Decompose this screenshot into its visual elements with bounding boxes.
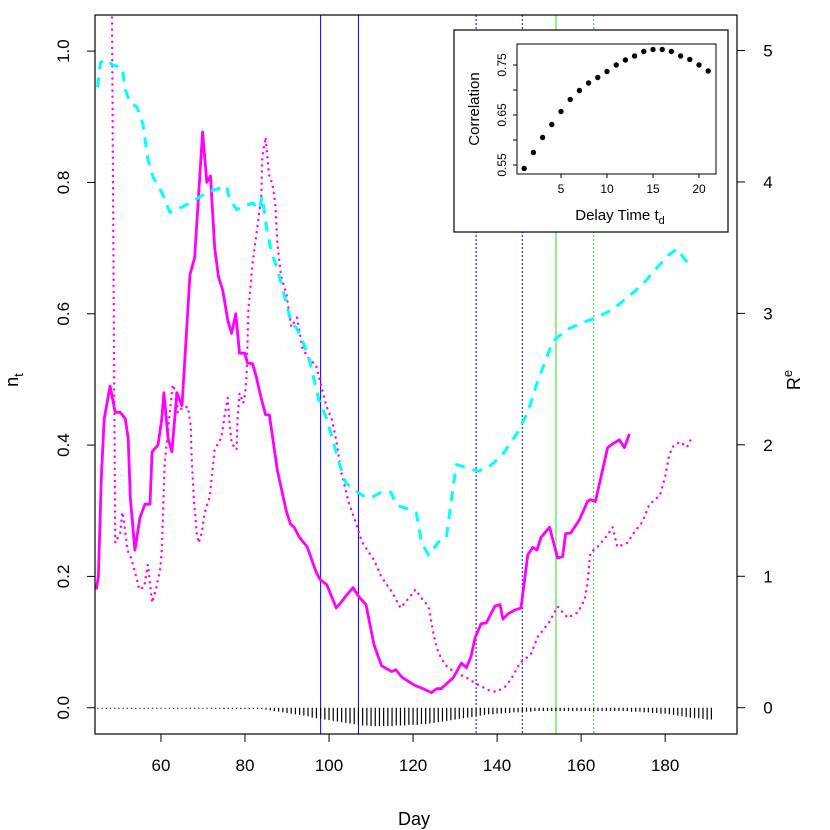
x-axis-title: Day: [398, 809, 430, 829]
inset-point: [558, 108, 564, 115]
inset-point: [595, 74, 601, 81]
plot-frame: [94, 14, 738, 735]
inset-point: [604, 68, 610, 75]
y-left-tick-label: 0.8: [54, 171, 73, 195]
inset-plot-frame: [516, 43, 717, 175]
y-left-tick-label: 0.0: [54, 696, 73, 720]
x-tick-label: 100: [315, 756, 343, 775]
y-left-axis-title: nt: [2, 373, 26, 387]
inset-point: [530, 149, 537, 156]
inset-point: [659, 46, 665, 53]
x-tick-label: 180: [651, 756, 679, 775]
x-tick-label: 80: [236, 756, 255, 775]
inset-point: [613, 62, 619, 68]
series-dashed-line: [96, 58, 689, 557]
inset-point: [650, 46, 656, 53]
inset-point: [576, 87, 583, 94]
x-tick-label: 120: [399, 756, 427, 775]
inset-point: [677, 53, 684, 59]
y-right-tick-label: 2: [763, 436, 772, 455]
inset-frame: [453, 29, 729, 233]
inset-x-tick-label: 15: [646, 182, 660, 196]
inset-point: [539, 134, 546, 141]
inset-chart: 5 10 15 20 0.55 0.65 0.75: [453, 29, 729, 233]
inset-point: [705, 68, 711, 74]
inset-x-title: Delay Time td: [575, 207, 664, 227]
y-right-tick-label: 4: [763, 173, 772, 192]
inset-y-title: Correlation: [466, 72, 483, 145]
y-left-axis-title-sub: t: [11, 373, 26, 377]
inset-point: [668, 48, 675, 55]
inset-y-tick-label: 0.75: [495, 53, 509, 77]
x-tick-label: 60: [152, 756, 171, 775]
y-left-tick-label: 0.6: [54, 302, 73, 326]
y-left-tick-label: 1.0: [54, 39, 73, 63]
inset-point: [687, 56, 693, 63]
y-right-axis-title-sup: e: [780, 370, 795, 377]
inset-point: [696, 62, 702, 68]
series-dotted-line: [110, 15, 694, 694]
inset-point: [521, 165, 527, 172]
inset-point: [641, 48, 647, 55]
inset-x-tick-label: 20: [692, 182, 706, 196]
y-left-tick-label: 0.2: [54, 565, 73, 589]
y-right-tick-label: 1: [763, 567, 772, 586]
inset-x-tick-label: 5: [558, 182, 565, 196]
x-tick-label: 160: [567, 756, 595, 775]
plot-area: 60 80 100 120 140 160 1800.00.20.40.60.81.0012…: [54, 14, 773, 775]
inset-point: [567, 96, 573, 103]
inset-y-tick-label: 0.65: [495, 103, 509, 127]
y-left-tick-label: 0.4: [54, 433, 73, 457]
inset-point: [622, 57, 629, 63]
y-right-axis-title: Re: [780, 370, 804, 390]
series-solid-line: [95, 130, 631, 694]
inset-y-tick-label: 0.55: [495, 153, 509, 177]
x-tick-label: 140: [483, 756, 511, 775]
y-right-tick-label: 0: [763, 699, 772, 718]
inset-point: [631, 53, 638, 59]
y-right-tick-label: 5: [763, 41, 772, 60]
inset-x-title-sub: d: [659, 215, 665, 227]
inset-point: [549, 121, 555, 128]
inset-x-tick-label: 10: [600, 182, 614, 196]
y-right-tick-label: 3: [763, 304, 772, 323]
inset-point: [585, 80, 592, 86]
